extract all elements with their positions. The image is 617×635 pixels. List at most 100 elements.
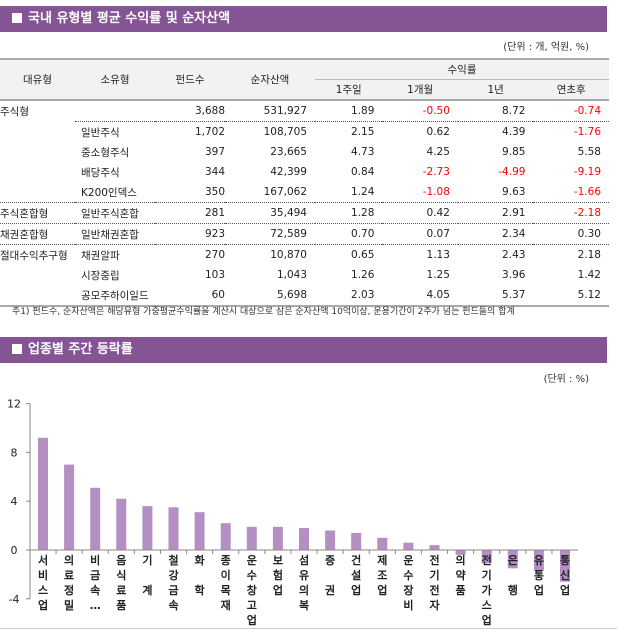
col-ytd: 연초후 — [533, 79, 609, 100]
table-row: 공모주하이일드 60 5,698 2.03 4.05 5.37 5.12 — [0, 285, 609, 306]
x-tick-label: 증 권 — [325, 554, 335, 597]
cell-ytd: 1.42 — [577, 269, 601, 281]
bar — [142, 506, 153, 550]
col-funds: 펀드수 — [155, 59, 225, 100]
cell-ytd: -0.74 — [573, 105, 601, 117]
col-major: 대유형 — [0, 59, 75, 100]
x-tick-label: 화 학 — [195, 553, 205, 597]
table-row: 중소형주식 397 23,665 4.73 4.25 9.85 5.58 — [0, 142, 609, 162]
cell-major — [0, 142, 75, 162]
cell-m1: 1.25 — [426, 269, 450, 281]
bar — [455, 550, 466, 555]
cell-y1: 9.63 — [502, 186, 526, 198]
y-tick-label: -4 — [9, 593, 20, 606]
cell-w1: 0.70 — [315, 223, 383, 245]
cell-funds: 344 — [204, 166, 225, 178]
bar — [194, 512, 205, 550]
cell-minor: 중소형주식 — [81, 146, 130, 159]
x-tick-label: 은 행 — [508, 554, 518, 597]
cell-ytd: -1.76 — [533, 121, 609, 142]
cell-y1: 3.96 — [502, 269, 526, 281]
cell-assets: 1,043 — [276, 269, 307, 281]
cell-funds: 1,702 — [155, 121, 225, 142]
cell-m1: 0.07 — [382, 223, 458, 245]
cell-w1: 1.24 — [351, 186, 375, 198]
unit-label: (단위 : %) — [543, 374, 589, 385]
cell-assets: 35,494 — [225, 202, 315, 224]
cell-minor: 시장중립 — [81, 269, 120, 282]
cell-minor — [75, 100, 155, 122]
bar — [299, 528, 309, 550]
bar — [481, 550, 492, 564]
table-row: K200인덱스 350 167,062 1.24 -1.08 9.63 -1.66 — [0, 182, 609, 203]
cell-major — [0, 265, 75, 285]
cell-assets: 10,870 — [225, 244, 315, 265]
bar — [168, 507, 179, 550]
cell-major — [0, 182, 75, 203]
col-minor: 소유형 — [75, 59, 155, 100]
cell-y1: 2.34 — [457, 223, 534, 245]
cell-funds: 281 — [155, 202, 225, 224]
cell-assets: 42,399 — [270, 166, 307, 178]
cell-y1: 8.72 — [502, 105, 526, 117]
cell-assets: 23,665 — [270, 146, 307, 158]
cell-w1: 2.03 — [351, 289, 375, 301]
cell-assets: 72,589 — [225, 223, 315, 245]
table-row: 일반주식 1,702 108,705 2.15 0.62 4.39 -1.76 — [0, 121, 609, 143]
cell-ytd: -2.18 — [533, 202, 609, 224]
cell-m1: 4.25 — [426, 146, 450, 158]
cell-w1: 1.28 — [315, 202, 383, 224]
cell-major: 주식혼합형 — [0, 202, 75, 224]
cell-m1: 1.13 — [382, 244, 458, 265]
cell-w1: 0.65 — [315, 244, 383, 265]
cell-m1: 0.62 — [382, 121, 458, 142]
cell-minor: 일반주식 — [75, 121, 155, 142]
cell-major: 채권혼합형 — [0, 223, 75, 245]
cell-assets: 167,062 — [263, 186, 307, 198]
cell-m1: -0.50 — [422, 105, 450, 117]
cell-major — [0, 122, 75, 143]
table-row: 주식형 3,688 531,927 1.89 -0.50 8.72 -0.74 — [0, 100, 609, 122]
cell-y1: 4.39 — [457, 121, 534, 142]
cell-y1: 9.85 — [502, 146, 526, 158]
cell-ytd: 5.58 — [577, 146, 601, 158]
table-row: 배당주식 344 42,399 0.84 -2.73 -4.99 -9.19 — [0, 162, 609, 182]
section-header-fund-returns: 국내 유형별 평균 수익률 및 순자산액 — [0, 6, 607, 32]
cell-assets: 531,927 — [263, 105, 307, 117]
cell-w1: 2.15 — [315, 121, 383, 142]
bar — [272, 526, 283, 550]
cell-y1: 2.91 — [457, 202, 534, 224]
cell-m1: -1.08 — [422, 186, 450, 198]
bar — [38, 437, 48, 550]
sector-bar-chart: 12 8 4 0 -4 서 비 스 업 의 료 정 밀 비 금 속 … 음 식 료 품 기 계 철 강 금 속 화 학 종 이 목 재 운 수 창… — [7, 398, 578, 627]
col-1m: 1개월 — [382, 79, 458, 100]
x-tick-label: 비 금 속… — [90, 553, 101, 612]
bar — [403, 542, 414, 550]
cell-ytd: 5.12 — [577, 289, 601, 301]
divider — [0, 628, 617, 629]
cell-minor: 공모주하이일드 — [81, 289, 149, 302]
section-title: 국내 유형별 평균 수익률 및 순자산액 — [28, 11, 231, 26]
cell-w1: 1.89 — [351, 105, 375, 117]
section-title: 업종별 주간 등락률 — [28, 342, 133, 357]
bar — [377, 537, 388, 550]
col-1y: 1년 — [457, 79, 534, 100]
cell-ytd: -1.66 — [573, 186, 601, 198]
cell-minor: K200인덱스 — [81, 186, 137, 199]
y-tick-label: 12 — [7, 398, 21, 411]
bar — [220, 523, 231, 550]
cell-funds: 397 — [204, 146, 225, 158]
bar — [325, 530, 336, 550]
bar — [533, 550, 544, 571]
cell-minor: 일반채권혼합 — [75, 223, 155, 245]
